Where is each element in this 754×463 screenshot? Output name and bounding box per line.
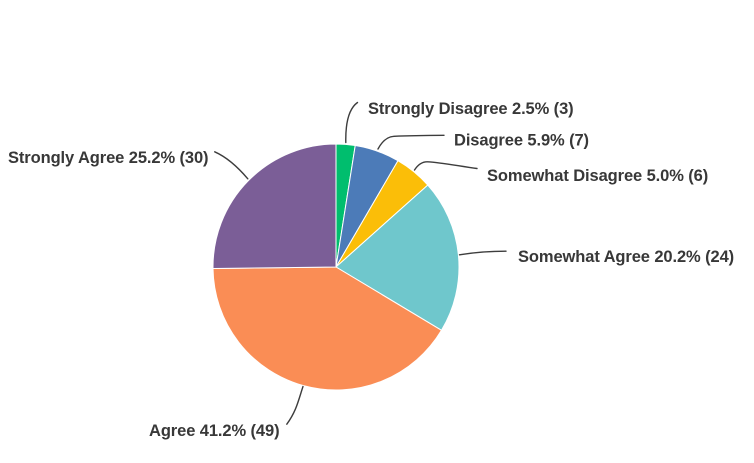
slice-labels: Strongly Disagree 2.5% (3) Disagree 5.9% … xyxy=(8,100,734,440)
pie-slice-strongly-agree xyxy=(212,143,337,270)
pie-slice-somewhat-agree xyxy=(335,184,460,331)
pie-slices xyxy=(212,143,460,391)
leader-line-strongly-disagree xyxy=(345,101,359,144)
leader-line-agree xyxy=(286,385,304,425)
slice-label-agree: Agree 41.2% (49) xyxy=(149,422,279,440)
slice-label-somewhat-disagree: Somewhat Disagree 5.0% (6) xyxy=(487,167,708,185)
leader-lines xyxy=(214,101,507,425)
slice-label-strongly-agree: Strongly Agree 25.2% (30) xyxy=(8,149,208,167)
slice-label-strongly-disagree: Strongly Disagree 2.5% (3) xyxy=(368,100,574,118)
slice-label-somewhat-agree: Somewhat Agree 20.2% (24) xyxy=(518,248,734,266)
slice-label-disagree: Disagree 5.9% (7) xyxy=(454,132,589,150)
leader-line-strongly-agree xyxy=(214,151,249,180)
leader-line-somewhat-disagree xyxy=(413,161,478,171)
leader-line-somewhat-agree xyxy=(458,250,507,256)
pie-slice-agree xyxy=(212,266,442,391)
leader-line-disagree xyxy=(377,134,445,150)
